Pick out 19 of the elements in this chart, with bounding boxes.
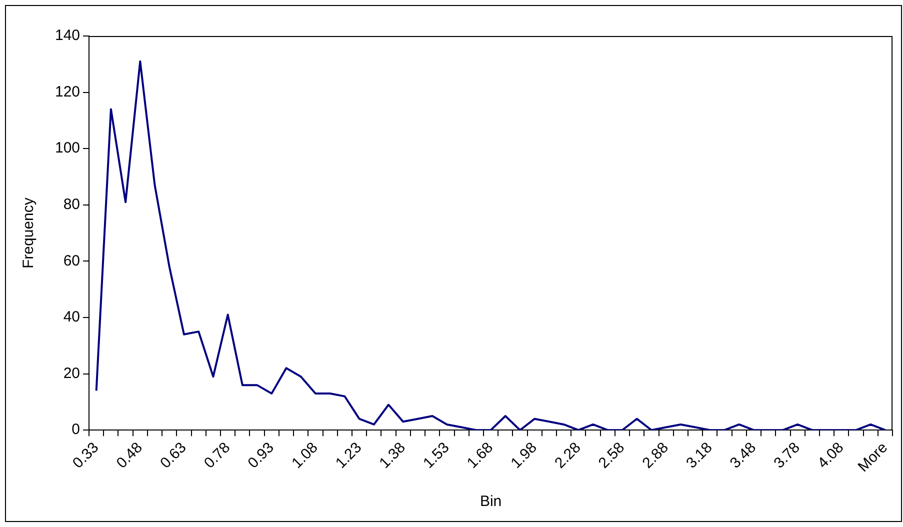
x-tick-label: 0.33: [69, 439, 102, 472]
x-tick-label: 3.18: [683, 439, 716, 472]
x-tick-label: 3.78: [770, 439, 804, 472]
x-tick-label: 0.48: [113, 439, 146, 472]
y-tick-label: 60: [63, 252, 80, 270]
y-tick-label: 20: [63, 364, 80, 382]
y-tick-label: 120: [54, 83, 80, 100]
x-tick-label: 0.63: [157, 439, 190, 472]
x-tick-label: 3.48: [726, 439, 760, 472]
y-tick-label: 100: [54, 140, 80, 157]
x-axis-title: Bin: [480, 493, 502, 510]
y-tick-label: 0: [72, 421, 80, 438]
y-tick-label: 140: [54, 27, 80, 44]
y-axis-title: Frequency: [20, 197, 38, 268]
y-tick-label: 80: [63, 196, 80, 214]
y-tick-label: 40: [63, 308, 80, 326]
x-tick-label: 0.78: [200, 439, 234, 472]
x-tick-label: 4.08: [814, 439, 848, 472]
x-tick-label: 0.93: [244, 439, 278, 472]
